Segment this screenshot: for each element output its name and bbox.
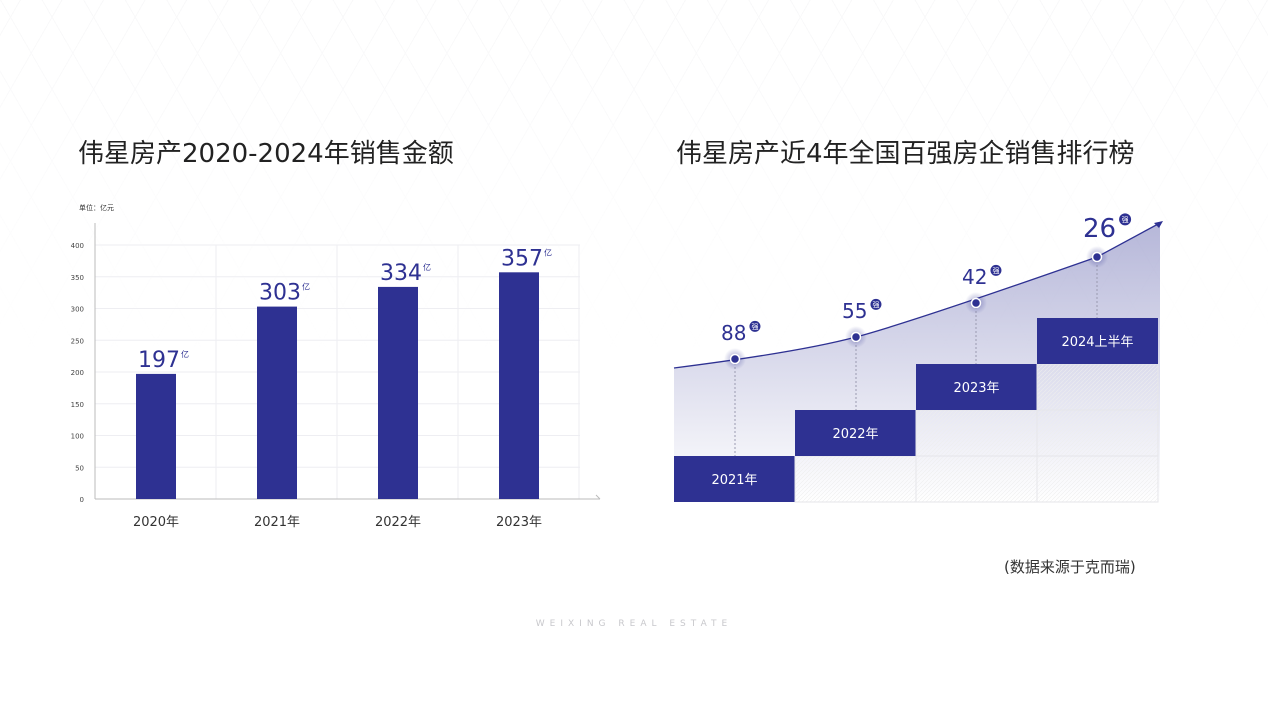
value-unit: 亿: [302, 282, 310, 292]
rank-suffix: 强: [1122, 216, 1129, 224]
y-tick-label: 350: [71, 274, 84, 282]
y-tick-label: 150: [71, 401, 84, 409]
rank-badge: [749, 320, 761, 332]
y-tick-label: 300: [71, 306, 84, 314]
year-label: 2023年: [953, 381, 999, 396]
grid-cell: [794, 455, 917, 503]
x-tick-label: 2023年: [496, 515, 542, 530]
y-tick-label: 0: [80, 496, 84, 504]
year-block: [1037, 318, 1158, 364]
y-tick-label: 400: [71, 242, 84, 250]
y-tick-label: 200: [71, 369, 84, 377]
rank-badge: [870, 298, 882, 310]
x-axis-arrow: [595, 494, 601, 500]
bar-value-label: 334亿: [380, 261, 431, 286]
rank-badge: [990, 264, 1002, 276]
rank-badge: [1119, 213, 1132, 226]
year-block: [674, 456, 795, 502]
data-source: (数据来源于克而瑞): [1004, 558, 1136, 576]
bar-2020年: [136, 373, 176, 499]
rank-value: 26: [1083, 214, 1116, 244]
rank-suffix: 强: [872, 301, 879, 309]
data-point: [850, 331, 862, 343]
grid-cell: [915, 409, 1038, 457]
left-chart-title: 伟星房产2020-2024年销售金额: [78, 139, 454, 169]
value-unit: 亿: [181, 349, 189, 359]
rank-value: 88: [721, 321, 746, 345]
bar-2021年: [257, 306, 297, 499]
bar-2023年: [499, 272, 539, 499]
bar-value-label: 303亿: [259, 281, 310, 306]
data-point: [729, 353, 741, 365]
data-point: [1091, 251, 1103, 263]
grid-cell: [1036, 455, 1159, 503]
x-tick-label: 2020年: [133, 515, 179, 530]
value-unit: 亿: [423, 262, 431, 272]
trend-arrow: [1154, 221, 1163, 228]
rank-value: 42: [962, 265, 987, 289]
unit-label: 单位：亿元: [79, 204, 114, 212]
rank-suffix: 强: [751, 323, 758, 331]
rank-value: 55: [842, 299, 867, 323]
x-tick-label: 2021年: [254, 515, 300, 530]
grid-cell: [1036, 409, 1159, 457]
year-block: [916, 364, 1037, 410]
right-chart-title: 伟星房产近4年全国百强房企销售排行榜: [676, 139, 1135, 169]
bar-value-label: 357亿: [501, 246, 552, 271]
year-label: 2021年: [711, 473, 757, 488]
year-label: 2022年: [832, 427, 878, 442]
y-tick-label: 250: [71, 337, 84, 345]
footer-brand: WEIXING REAL ESTATE: [535, 619, 733, 629]
data-point: [970, 297, 982, 309]
year-block: [795, 410, 916, 456]
rank-suffix: 强: [992, 267, 999, 275]
value-unit: 亿: [544, 247, 552, 257]
grid-cell: [915, 455, 1038, 503]
grid-cell: [1036, 363, 1159, 411]
y-tick-label: 100: [71, 433, 84, 441]
y-tick-label: 50: [75, 464, 84, 472]
bar-2022年: [378, 286, 418, 499]
bar-value-label: 197亿: [138, 348, 189, 373]
year-label: 2024上半年: [1061, 335, 1133, 350]
x-tick-label: 2022年: [375, 515, 421, 530]
